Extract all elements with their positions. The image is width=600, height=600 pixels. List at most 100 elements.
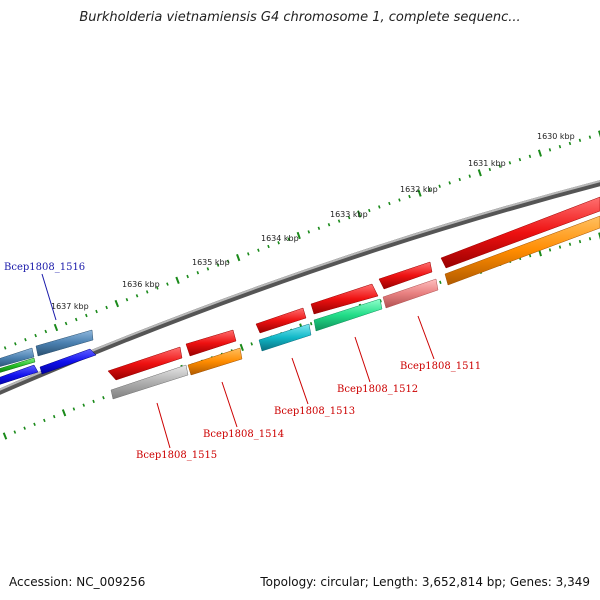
outer-ruler-tick [408, 194, 411, 199]
tick-label-1630: 1630 kbp [537, 132, 575, 141]
outer-ruler-tick [53, 323, 59, 332]
outer-ruler-tick [64, 321, 68, 326]
outer-ruler-tick [368, 208, 371, 213]
gene-arrow-spring-green[interactable] [313, 298, 383, 332]
outer-ruler-tick [247, 252, 250, 256]
outer-ruler-tick [518, 157, 522, 162]
gene-arrow-long-red[interactable] [440, 196, 600, 269]
gene-arrow-1515[interactable] [107, 346, 183, 381]
outer-ruler-tick [508, 161, 512, 165]
outer-ruler-tick [528, 154, 532, 159]
gene-label-1511[interactable]: Bcep1808_1511 [400, 361, 481, 372]
outer-ruler-tick [135, 294, 139, 298]
outer-ruler-tick [578, 138, 582, 142]
inner-ruler-tick [250, 342, 253, 346]
gene-arrow-1516[interactable] [35, 329, 94, 357]
gene-arrow-orange-small[interactable] [187, 347, 243, 376]
inner-ruler-tick [558, 245, 562, 249]
leader-1511 [417, 315, 435, 360]
gene-arrow-1511[interactable] [378, 261, 433, 290]
leader-1512 [354, 336, 371, 383]
topology-summary: Topology: circular; Length: 3,652,814 bp… [260, 575, 590, 589]
outer-ruler-tick [357, 210, 362, 218]
gene-arrow-steel-left[interactable] [0, 347, 35, 368]
inner-ruler-tick [43, 418, 46, 423]
outer-ruler-tick [307, 230, 311, 234]
outer-ruler-tick [398, 198, 401, 202]
gene-arrow-blue-left[interactable] [0, 364, 39, 386]
tick-label-1632: 1632 kbp [400, 185, 438, 194]
outer-ruler-tick [44, 329, 48, 334]
tick-label-1633: 1633 kbp [330, 210, 368, 219]
outer-ruler-tick [85, 313, 88, 318]
inner-ruler-tick [2, 432, 8, 440]
outer-ruler-tick [468, 174, 471, 178]
gene-arrow-1514[interactable] [185, 329, 237, 357]
outer-ruler-tick [175, 276, 180, 284]
gene-arrow-gray[interactable] [110, 364, 189, 400]
outer-ruler-tick [34, 333, 37, 338]
outer-ruler-tick [196, 271, 200, 275]
gene-label-1512[interactable]: Bcep1808_1512 [337, 384, 418, 395]
outer-ruler-tick [337, 219, 341, 223]
inner-ruler-tick [239, 343, 244, 352]
outer-ruler-tick [186, 274, 189, 279]
outer-ruler-tick [458, 177, 461, 182]
gene-arrow-salmon[interactable] [382, 278, 439, 309]
inner-ruler-tick [439, 280, 442, 284]
outer-ruler-tick [448, 181, 451, 185]
chromosome-backbone [0, 180, 600, 395]
gene-label-1516[interactable]: Bcep1808_1516 [4, 262, 85, 273]
inner-ruler-tick [568, 242, 572, 246]
inner-ruler-tick [588, 237, 592, 241]
outer-ruler-tick [226, 259, 230, 263]
reverse-strand-genes [0, 215, 600, 400]
tick-label-1636: 1636 kbp [122, 280, 160, 289]
inner-ruler-tick [102, 396, 105, 400]
tick-label-1637: 1637 kbp [51, 302, 89, 311]
inner-ruler-tick [309, 322, 313, 326]
outer-ruler-tick [95, 309, 98, 314]
outer-ruler-tick [417, 189, 422, 197]
gene-label-1514[interactable]: Bcep1808_1514 [203, 429, 284, 440]
outer-ruler-tick [317, 226, 321, 230]
outer-tick-ruler [3, 130, 600, 350]
inner-ruler-tick [61, 409, 67, 417]
gene-arrow-1512[interactable] [310, 283, 379, 315]
gene-arrow-1513[interactable] [255, 307, 307, 334]
gene-arrow-blue-right[interactable] [39, 348, 97, 375]
outer-ruler-tick [216, 263, 220, 267]
outer-ruler-tick [114, 299, 120, 308]
inner-ruler-tick [548, 248, 552, 252]
outer-ruler-tick [267, 244, 270, 249]
tick-label-1631: 1631 kbp [468, 159, 506, 168]
outer-ruler-tick [125, 298, 129, 302]
outer-ruler-tick [548, 148, 552, 152]
gene-arrow-cyan[interactable] [258, 323, 312, 352]
tick-label-1635: 1635 kbp [192, 258, 230, 267]
inner-ruler-tick [578, 239, 582, 244]
inner-ruler-tick [23, 426, 26, 430]
inner-ruler-tick [33, 422, 36, 426]
outer-ruler-tick [488, 167, 492, 172]
gene-label-1513[interactable]: Bcep1808_1513 [274, 406, 355, 417]
outer-ruler-tick [105, 305, 108, 310]
forward-strand-genes [0, 196, 600, 381]
gene-labels: Bcep1808_1516 Bcep1808_1515 Bcep1808_151… [4, 262, 481, 461]
inner-ruler-tick [72, 407, 76, 411]
outer-ruler-tick [378, 205, 381, 209]
outer-ruler-tick [537, 149, 542, 157]
outer-ruler-tick [24, 338, 27, 342]
outer-ruler-tick [257, 248, 260, 252]
inner-ruler-tick [598, 232, 600, 240]
tick-labels: 1630 kbp 1631 kbp 1632 kbp 1633 kbp 1634… [51, 132, 575, 311]
inner-ruler-tick [52, 414, 56, 419]
gene-arrow-long-orange[interactable] [444, 215, 600, 286]
outer-ruler-tick [388, 201, 391, 206]
leader-1513 [291, 357, 309, 405]
outer-ruler-tick [598, 130, 600, 138]
outer-ruler-tick [588, 135, 592, 139]
gene-arrow-green[interactable] [0, 357, 36, 374]
inner-ruler-tick [13, 430, 17, 434]
gene-label-1515[interactable]: Bcep1808_1515 [136, 450, 217, 461]
